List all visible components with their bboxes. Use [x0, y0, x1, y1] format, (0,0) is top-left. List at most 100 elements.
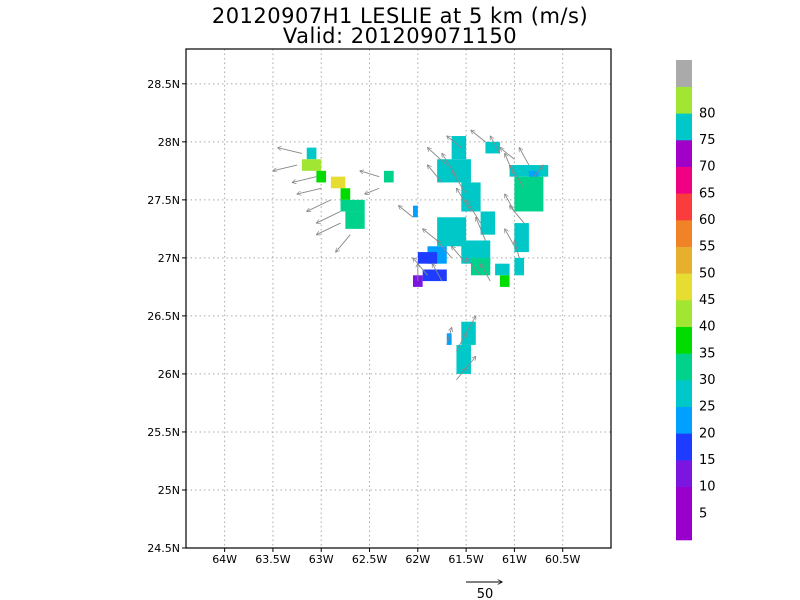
wind-vector — [510, 165, 525, 189]
y-tick-label: 24.5N — [147, 542, 180, 555]
wind-vector — [456, 368, 466, 381]
colorbar-swatch — [676, 220, 692, 247]
wind-vector — [465, 316, 476, 334]
colorbar-swatch — [676, 166, 692, 194]
colorbar-label: 20 — [699, 426, 716, 441]
colorbar-swatch — [676, 60, 692, 87]
wind-cell — [499, 275, 510, 287]
colorbar-swatch — [676, 246, 692, 274]
y-tick-label: 25.5N — [147, 426, 180, 439]
wind-vector — [360, 171, 380, 178]
wind-cell — [461, 321, 476, 345]
wind-cell — [306, 147, 317, 160]
wind-vector — [490, 136, 501, 154]
wind-vector — [437, 240, 452, 259]
wind-vectors — [273, 130, 544, 381]
grid-lines — [186, 49, 611, 549]
wind-vector — [432, 264, 443, 282]
colorbar-swatch — [676, 486, 692, 514]
reference-vector: 50 — [466, 582, 502, 600]
wind-vector — [505, 194, 515, 212]
wind-cell — [437, 159, 471, 183]
colorbar-swatch — [676, 353, 692, 381]
wind-speed-cells — [301, 136, 549, 374]
x-tick-label: 62W — [405, 553, 430, 566]
y-tick-label: 28N — [158, 136, 180, 149]
wind-vector — [427, 148, 448, 166]
wind-vector — [500, 148, 515, 160]
wind-vector — [456, 333, 466, 351]
colorbar-label: 55 — [699, 240, 716, 255]
wind-cell — [485, 141, 500, 154]
wind-cell — [345, 211, 365, 229]
reference-label: 50 — [477, 587, 494, 600]
wind-cell — [301, 159, 322, 171]
colorbar-swatch — [676, 406, 692, 434]
colorbar-swatch — [676, 113, 692, 141]
x-axis-ticks: 64W 63.5W 63W 62.5W 62W 61.5W 61W 60.5W — [212, 548, 581, 566]
colorbar-label: 15 — [699, 453, 716, 468]
wind-cell — [446, 333, 452, 345]
wind-cell — [384, 170, 394, 183]
wind-vector — [316, 222, 341, 235]
wind-cell — [340, 188, 351, 200]
colorbar-label: 10 — [699, 480, 716, 495]
y-tick-label: 27.5N — [147, 194, 180, 207]
wind-vector — [413, 258, 428, 276]
wind-cell — [495, 263, 510, 276]
wind-vector — [471, 130, 486, 143]
x-tick-label: 63.5W — [255, 553, 290, 566]
wind-vector — [465, 357, 476, 369]
wind-cell — [480, 211, 496, 235]
wind-vector — [307, 199, 332, 212]
wind-cell — [514, 223, 529, 253]
chart-subtitle: Valid: 201209071150 — [282, 24, 518, 48]
wind-cell — [437, 217, 467, 247]
y-tick-label: 26.5N — [147, 310, 180, 323]
colorbar-label: 80 — [699, 106, 716, 121]
colorbar-label: 60 — [699, 213, 716, 228]
y-tick-label: 28.5N — [147, 78, 180, 91]
wind-vector — [456, 188, 472, 212]
wind-vector — [399, 206, 414, 218]
wind-vector — [336, 234, 351, 252]
colorbar-label: 35 — [699, 346, 716, 361]
wind-vector — [297, 187, 322, 194]
colorbar-swatch — [676, 273, 692, 301]
wind-vector — [427, 165, 443, 183]
x-tick-label: 62.5W — [352, 553, 387, 566]
wind-vector — [505, 229, 515, 247]
wind-vector — [278, 148, 303, 154]
wind-vector — [365, 187, 380, 194]
wind-vector — [510, 206, 525, 224]
colorbar-swatch — [676, 300, 692, 327]
wind-vector — [446, 328, 452, 346]
y-tick-label: 26N — [158, 368, 180, 381]
wind-vector — [292, 176, 317, 183]
colorbar-label: 75 — [699, 133, 716, 148]
y-tick-label: 27N — [158, 252, 180, 265]
chart-title: 20120907H1 LESLIE at 5 km (m/s) — [211, 4, 589, 28]
colorbar-label: 40 — [699, 320, 716, 335]
wind-cell — [412, 205, 418, 218]
wind-cell — [417, 252, 438, 264]
wind-cell — [456, 344, 471, 374]
colorbar-swatch — [676, 193, 692, 221]
wind-cell — [514, 176, 544, 212]
wind-cell — [316, 170, 327, 183]
colorbar-swatch — [676, 326, 692, 354]
colorbar-swatch — [676, 460, 692, 487]
wind-vector — [514, 240, 520, 259]
wind-cell — [340, 199, 365, 212]
wind-vector — [519, 148, 530, 166]
wind-vector — [481, 264, 491, 282]
wind-vector — [533, 165, 544, 177]
wind-vector — [452, 246, 467, 264]
y-axis-ticks: 24.5N 25N 25.5N 26N 26.5N 27N 27.5N 28N 28.5N — [147, 78, 186, 555]
wind-vector — [273, 164, 298, 171]
colorbar-swatch — [676, 433, 692, 461]
x-tick-label: 61W — [502, 553, 527, 566]
x-tick-label: 60.5W — [545, 553, 580, 566]
plot-frame — [185, 48, 612, 549]
